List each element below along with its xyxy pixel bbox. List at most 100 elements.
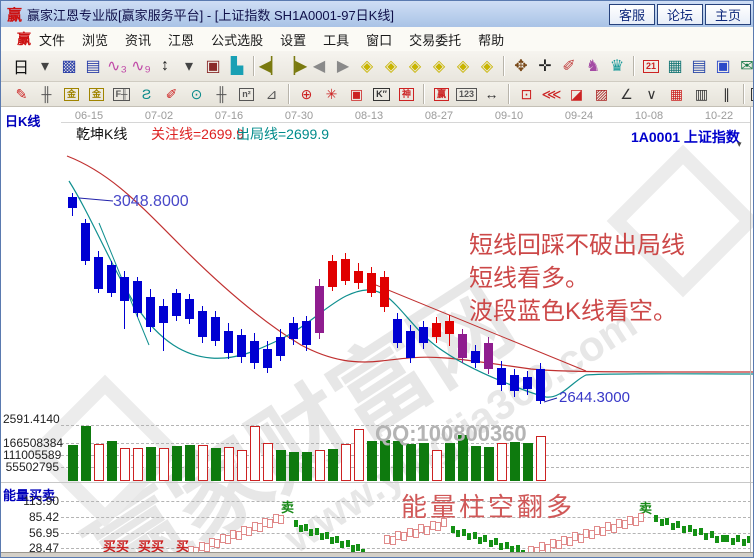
menu-item-交易委托[interactable]: 交易委托 [409,32,462,48]
volume-bar[interactable] [328,449,338,481]
volume-bar[interactable] [393,441,403,481]
chart-area[interactable]: 赢家财富网 www.yingjia360.com 日K线 乾坤K线 关注线=26… [1,107,753,557]
trendline-red[interactable] [370,282,587,372]
volume-bar[interactable] [107,441,117,481]
panel-label-daily-kline[interactable]: 日K线 [5,114,41,129]
fan-lines-icon[interactable]: ⋘ [541,85,562,102]
volume-bar[interactable] [146,447,156,481]
volume-bar[interactable] [497,443,507,481]
v-ruler-pct-icon[interactable]: ⊢% [749,84,753,104]
candle[interactable] [250,341,259,363]
symbol-dropdown-icon[interactable]: ▾ [737,139,742,149]
step-forward-icon[interactable]: ▶ [336,58,350,75]
square-spiral-icon[interactable]: ▣ [349,85,364,102]
menu-item-浏览[interactable]: 浏览 [82,32,109,48]
k-quote-icon[interactable]: K″ [369,84,394,104]
candle[interactable] [224,331,233,353]
candle[interactable] [367,273,376,293]
brush-icon[interactable]: ✎ [15,85,28,102]
candle[interactable] [211,317,220,341]
f-grid-icon[interactable]: F╫ [109,84,134,104]
mail-globe-icon[interactable]: ✉ [740,58,754,75]
candle[interactable] [133,281,142,313]
wave-3-icon[interactable]: ∿₃ [107,58,127,75]
gann-fan-box-icon[interactable]: ◪ [569,85,584,102]
crosshair-tool-icon[interactable]: ✛ [538,58,552,75]
gann-grid-icon[interactable]: ╫ [41,86,52,102]
diamond-down-icon[interactable]: ◈ [456,58,470,75]
color-chart-icon[interactable]: ▙ [230,58,244,75]
candle[interactable] [471,351,480,363]
shen-tool-icon[interactable]: 神 [394,84,419,104]
menu-item-文件[interactable]: 文件 [39,32,66,48]
gold-grid-2-icon[interactable]: 金 [84,84,109,104]
volume-bar[interactable] [458,435,468,481]
volume-bar[interactable] [120,448,130,481]
volume-bar[interactable] [237,450,247,481]
candle[interactable] [120,277,129,301]
candle[interactable] [432,323,441,337]
candle[interactable] [523,377,532,389]
n-square-icon[interactable]: n² [234,84,259,104]
time-cycle-icon[interactable]: ⊙ [190,85,203,102]
go-last-icon[interactable]: ▕▶ [282,58,308,75]
volume-bar[interactable] [263,443,273,481]
grid-2-icon[interactable]: ╫ [216,86,227,102]
angle-lines-icon[interactable]: ∠ [620,85,633,102]
candle-scale-dropdown-icon[interactable]: ▾ [184,58,194,75]
volume-bar[interactable] [471,446,481,481]
pen-2-icon[interactable]: ✐ [165,85,178,102]
volume-bar[interactable] [276,450,286,481]
candle[interactable] [198,311,207,337]
star-burst-icon[interactable]: ✳ [325,85,338,102]
knight-icon[interactable]: ♞ [585,58,601,75]
gann-fan-grid-icon[interactable]: ▨ [594,85,609,102]
diamond-right-icon[interactable]: ◈ [384,58,398,75]
candle[interactable] [94,257,103,289]
candle[interactable] [315,286,324,333]
volume-bar[interactable] [510,442,520,481]
pointer-flag-icon[interactable]: ✐ [562,58,576,75]
candle[interactable] [276,337,285,356]
menu-item-公式选股[interactable]: 公式选股 [211,32,264,48]
grid-dark-icon[interactable]: ▥ [694,85,709,102]
candle[interactable] [393,319,402,343]
volume-bar[interactable] [302,452,312,481]
volume-bar[interactable] [289,452,299,481]
volume-bar[interactable] [224,447,234,481]
menu-item-帮助[interactable]: 帮助 [478,32,505,48]
candle[interactable] [497,368,506,385]
volume-bar[interactable] [341,444,351,481]
candle[interactable] [185,299,194,319]
ruler-123-icon[interactable]: 123 [454,84,479,104]
volume-bar[interactable] [432,450,442,481]
box-tool-icon[interactable]: ⊡ [520,85,533,102]
kline-period-icon[interactable]: 日 [12,60,29,77]
volume-bar[interactable] [211,448,221,481]
calendar-icon[interactable]: 21 [639,55,663,77]
volume-bar[interactable] [81,426,91,481]
diamond-up-icon[interactable]: ◈ [432,58,446,75]
v-lines-icon[interactable]: ∨ [646,85,657,102]
angle-flag-icon[interactable]: ⊿ [265,85,278,102]
menu-item-窗口[interactable]: 窗口 [366,32,393,48]
diamond-left-icon[interactable]: ◈ [360,58,374,75]
volume-bar[interactable] [367,441,377,481]
menu-item-江恩[interactable]: 江恩 [168,32,195,48]
volume-bar[interactable] [315,450,325,481]
diamond-cross-icon[interactable]: ◈ [408,58,422,75]
status-bar[interactable] [1,552,753,557]
volume-bar[interactable] [354,429,364,481]
volume-bar[interactable] [172,446,182,481]
save-icon[interactable]: ▣ [715,58,731,75]
titlebar-button-2[interactable]: 论坛 [657,3,703,25]
award-icon[interactable]: ▣ [205,58,221,75]
gold-grid-1-icon[interactable]: 金 [59,84,84,104]
grid-red-icon[interactable]: ▦ [669,85,684,102]
candle[interactable] [172,293,181,316]
volume-bar[interactable] [406,444,416,481]
menu-item-设置[interactable]: 设置 [280,32,307,48]
candle[interactable] [510,375,519,391]
volume-bar[interactable] [523,443,533,481]
candle[interactable] [68,197,77,208]
